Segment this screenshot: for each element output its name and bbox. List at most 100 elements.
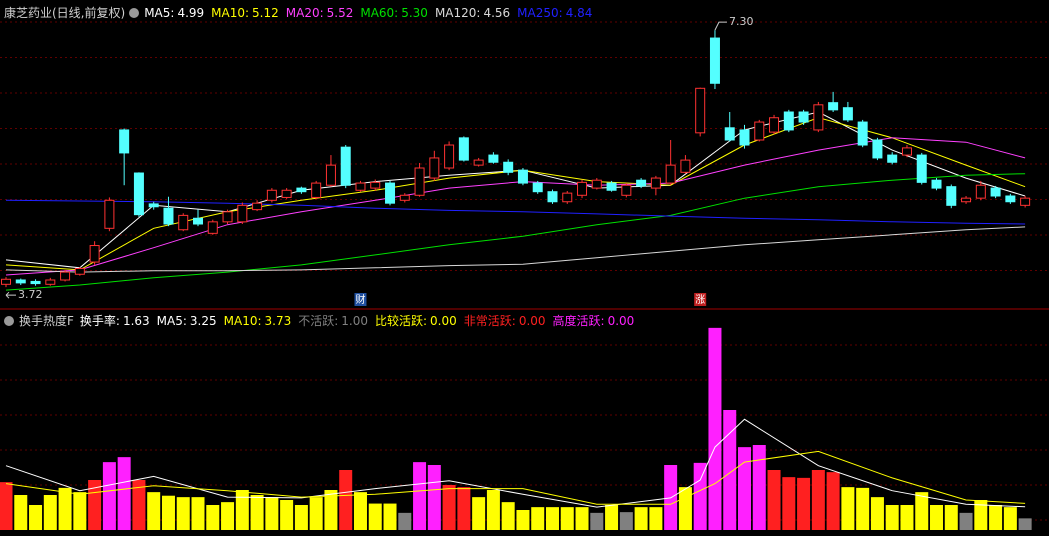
menu-icon[interactable] <box>129 7 140 18</box>
candle-body <box>104 199 115 229</box>
annotation-leader <box>714 21 727 31</box>
ma-line <box>5 418 1026 508</box>
candle-body <box>798 111 809 123</box>
candle-body <box>222 211 233 223</box>
candle-body <box>754 121 765 141</box>
candle-body <box>517 169 528 184</box>
turnover-bar <box>738 447 751 530</box>
candle-body <box>724 127 735 141</box>
legend-item: MA120: 4.56 <box>435 6 510 20</box>
candle-body <box>45 279 56 285</box>
candle-body <box>769 117 780 133</box>
legend-item: MA5: 3.25 <box>157 314 217 328</box>
turnover-bar <box>176 497 190 530</box>
turnover-bar <box>117 457 131 530</box>
ma-line <box>5 173 1026 291</box>
turnover-bar <box>43 495 57 530</box>
legend-value: 0.00 <box>607 314 635 328</box>
turnover-bar <box>161 495 175 530</box>
legend-item: 非常活跃: 0.00 <box>464 312 546 329</box>
candle-body <box>60 271 71 281</box>
legend-value: 5.12 <box>252 5 279 20</box>
legend-label: 比较活跃: <box>375 314 428 328</box>
candle-body <box>296 187 307 193</box>
legend-value: 4.99 <box>177 5 205 20</box>
turnover-bar <box>309 497 323 530</box>
ma-line <box>5 111 1026 269</box>
candle-body <box>237 204 248 223</box>
candle-body <box>429 157 440 179</box>
turnover-bar <box>752 445 766 530</box>
candle-body <box>399 194 410 201</box>
candle-body <box>621 184 632 196</box>
turnover-bar <box>486 490 500 530</box>
candle-body <box>916 154 927 183</box>
turnover-bar <box>649 507 663 530</box>
legend-label: 换手率: <box>79 314 120 328</box>
annotation: 7.30 <box>729 15 754 28</box>
ma-line <box>5 226 1026 273</box>
turnover-bar <box>797 477 811 530</box>
turnover-bar <box>427 465 441 530</box>
turnover-bar <box>634 507 648 530</box>
legend-value: 3.73 <box>264 313 292 328</box>
legend-item: 换手率: 1.63 <box>80 312 150 329</box>
turnover-bar <box>826 472 840 530</box>
turnover-bar <box>339 470 353 530</box>
candle-body <box>709 37 720 84</box>
legend-label: MA60: <box>360 5 399 20</box>
candle-body <box>650 177 661 189</box>
legend-value: 5.52 <box>326 5 354 20</box>
turnover-bar <box>265 497 279 530</box>
turnover-bar <box>723 410 737 530</box>
turnover-bar <box>501 502 515 530</box>
event-label: 涨 <box>695 294 705 306</box>
legend-item: 不活跃: 1.00 <box>298 312 368 329</box>
legend-item: MA60: 5.30 <box>360 6 428 20</box>
candle-body <box>163 207 174 225</box>
legend-item: 比较活跃: 0.00 <box>375 312 457 329</box>
candle-body <box>325 164 336 186</box>
candle-body <box>89 245 100 263</box>
turnover-bar <box>1003 507 1017 530</box>
candle-body <box>311 182 322 198</box>
candle-body <box>665 164 676 184</box>
candle-body <box>148 203 159 208</box>
menu-icon[interactable] <box>4 315 14 326</box>
turnover-bar <box>1018 518 1032 530</box>
candle-body <box>207 221 218 234</box>
turnover-bar <box>693 462 707 530</box>
annotation: 3.72 <box>18 288 43 301</box>
candle-body <box>813 104 824 131</box>
turnover-bar <box>58 487 72 530</box>
candle-body <box>414 167 425 196</box>
ma-line <box>5 117 1026 271</box>
legend-label: 高度活跃: <box>552 314 605 328</box>
candle-body <box>695 87 706 134</box>
legend-value: 1.00 <box>341 314 368 328</box>
turnover-bar <box>0 482 13 530</box>
indicator-title: 换手热度F <box>19 314 74 328</box>
candle-body <box>636 179 647 187</box>
turnover-bar <box>280 500 294 530</box>
candle-body <box>119 129 130 154</box>
candle-body <box>990 187 1001 197</box>
legend-value: 0.00 <box>430 314 457 328</box>
turnover-bar <box>398 512 412 530</box>
legend-item: MA10: 5.12 <box>211 6 279 20</box>
legend-label: MA5: <box>156 313 187 328</box>
candle-body <box>355 182 366 191</box>
candle-body <box>547 191 558 203</box>
legend-value: 3.25 <box>189 313 217 328</box>
candle-body <box>74 268 85 275</box>
ma-line <box>5 137 1026 276</box>
turnover-bar <box>900 505 914 530</box>
candle-body <box>887 154 898 163</box>
turnover-bar <box>206 505 220 530</box>
turnover-bar <box>930 505 944 530</box>
candle-body <box>458 137 469 161</box>
candle-body <box>680 159 691 173</box>
legend-label: MA20: <box>285 5 324 20</box>
candle-body <box>931 179 942 189</box>
